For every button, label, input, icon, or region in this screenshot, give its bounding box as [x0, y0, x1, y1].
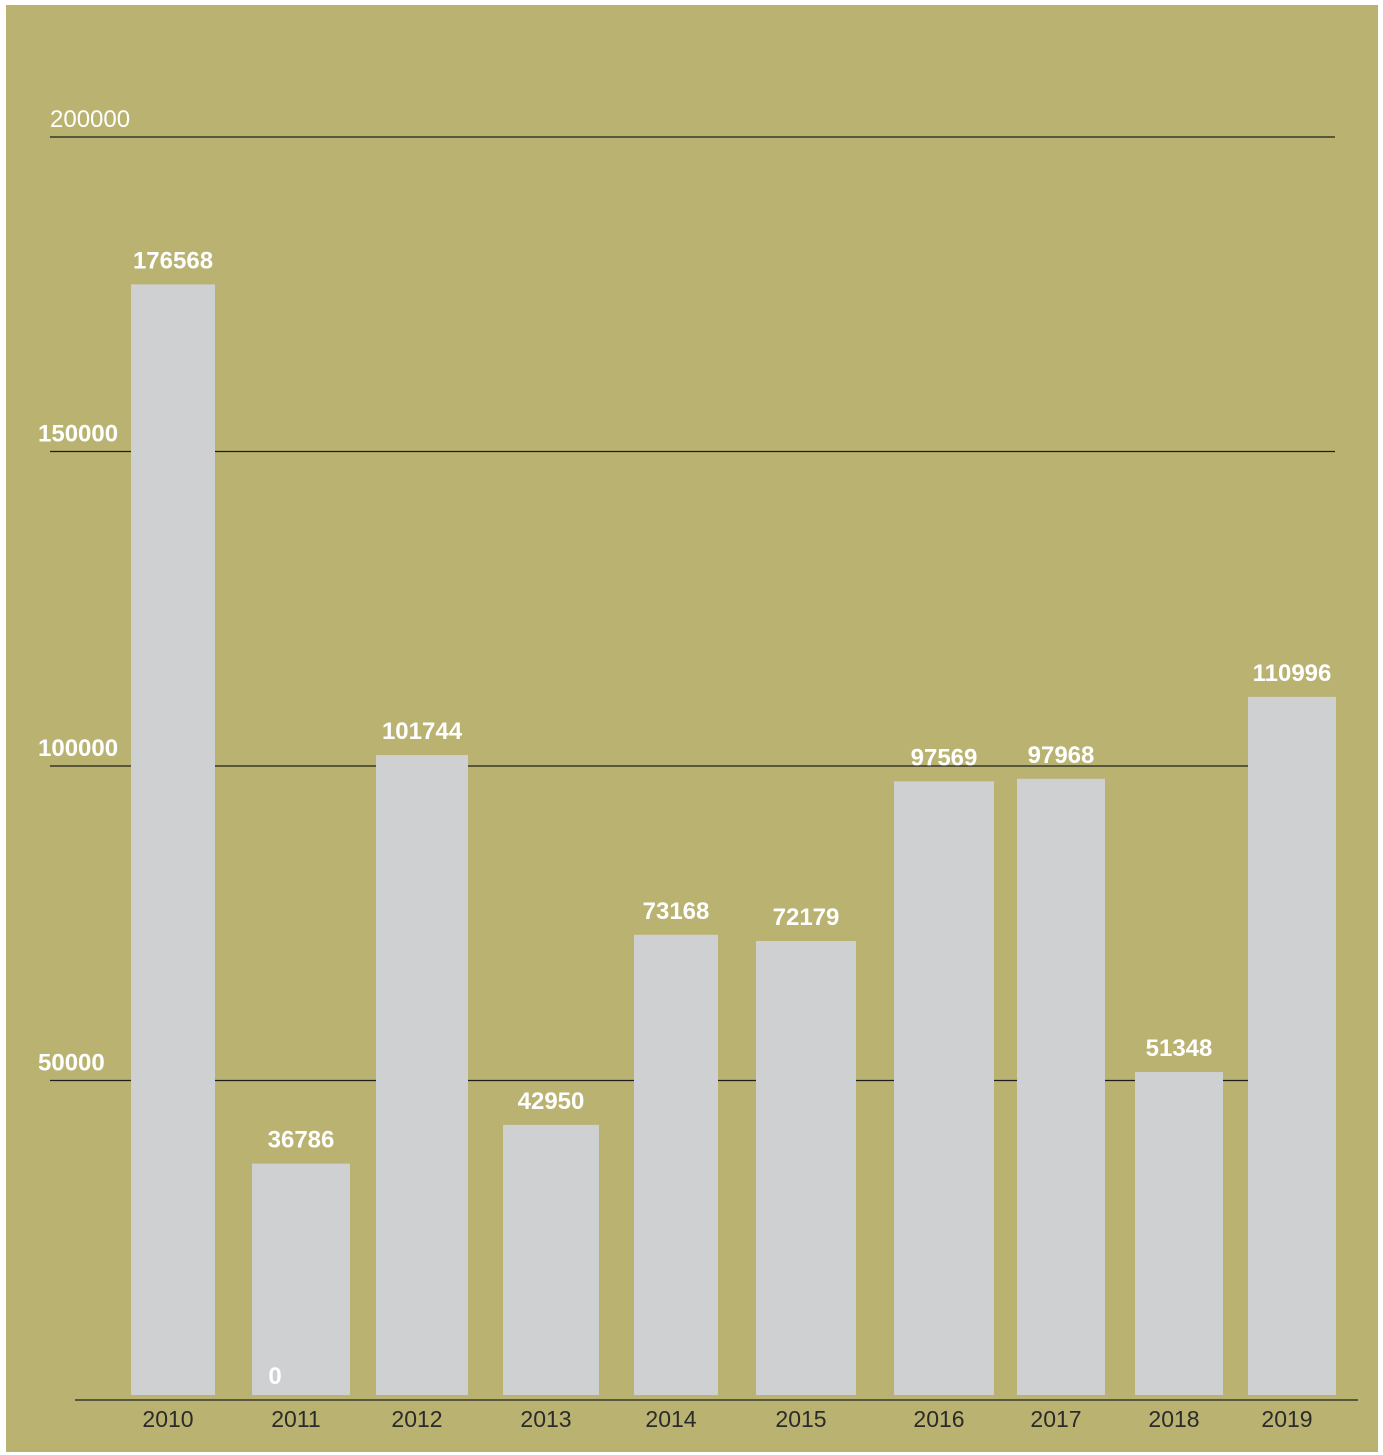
bar — [503, 1124, 599, 1395]
bar-2019 — [1248, 696, 1336, 1395]
data-label: 101744 — [382, 718, 463, 745]
x-tick-label: 2015 — [775, 1406, 826, 1432]
bar-2016 — [894, 781, 994, 1395]
data-label: 73168 — [643, 898, 710, 925]
bar — [756, 940, 856, 1395]
y-tick-label: 50000 — [38, 1050, 105, 1077]
bar-2017 — [1017, 778, 1105, 1395]
data-label: 42950 — [518, 1088, 585, 1115]
bar — [131, 284, 215, 1396]
x-tick-label: 2010 — [142, 1406, 193, 1432]
data-labels: 176568 36786 101744 42950 73168 72179 97569 979… — [133, 247, 1331, 1390]
bar-2011 — [252, 1163, 350, 1395]
bar — [252, 1163, 350, 1395]
data-label: 36786 — [268, 1127, 335, 1154]
data-label: 176568 — [133, 247, 213, 274]
y-axis-ticks: 200000 150000 100000 50000 — [38, 106, 130, 1077]
bar-2014 — [634, 934, 718, 1395]
data-label: 51348 — [1146, 1035, 1213, 1062]
data-label: 110996 — [1253, 660, 1332, 687]
x-axis-ticks: 2010 2011 2012 2013 2014 2015 2016 2017 2018 2019 — [142, 1406, 1312, 1432]
bar-2015 — [756, 940, 856, 1395]
bar — [1248, 696, 1336, 1395]
x-tick-label: 2017 — [1030, 1406, 1081, 1432]
data-label: 72179 — [773, 904, 840, 931]
data-label: 97968 — [1028, 742, 1095, 769]
bar — [634, 934, 718, 1395]
bar — [376, 755, 468, 1395]
x-tick-label: 2016 — [913, 1406, 964, 1432]
x-tick-label: 2014 — [645, 1406, 696, 1432]
x-tick-label: 2013 — [520, 1406, 571, 1432]
bar-2012 — [376, 755, 468, 1395]
bar — [894, 781, 994, 1395]
y-tick-label: 200000 — [50, 106, 130, 133]
x-tick-label: 2012 — [391, 1406, 442, 1432]
bar — [1135, 1072, 1223, 1395]
x-tick-label: 2019 — [1261, 1406, 1312, 1432]
bar-2013 — [503, 1124, 599, 1395]
baseline-zero-label: 0 — [268, 1363, 281, 1390]
y-tick-label: 100000 — [38, 735, 118, 762]
data-label: 97569 — [911, 744, 978, 771]
y-tick-label: 150000 — [38, 421, 118, 448]
x-tick-label: 2011 — [271, 1406, 320, 1432]
bar-2018 — [1135, 1072, 1223, 1395]
x-tick-label: 2018 — [1148, 1406, 1199, 1432]
bar — [1017, 778, 1105, 1395]
bars — [131, 284, 1336, 1396]
bar-2010 — [131, 284, 215, 1396]
